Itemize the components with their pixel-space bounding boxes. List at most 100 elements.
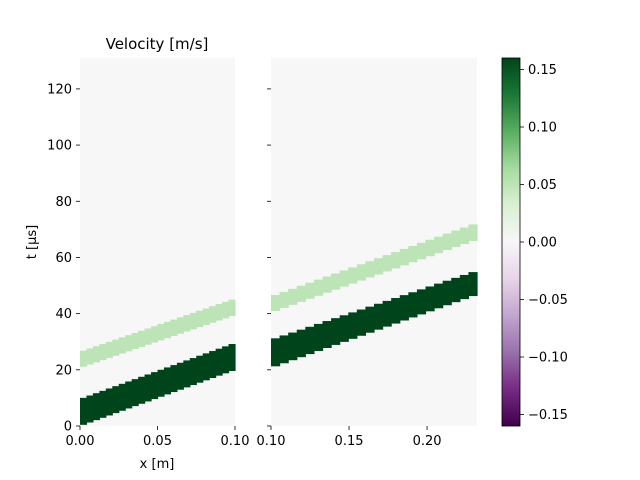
band-cell [118, 383, 126, 411]
band-cell [271, 294, 281, 311]
band-cell [151, 372, 159, 400]
y-tick-label: 40 [55, 307, 72, 322]
y-tick-label: 60 [55, 251, 72, 266]
band-cell [222, 301, 230, 319]
panel-1: 0.00 0.05 0.10 0 20 40 60 80 100 120 [47, 58, 249, 449]
band-cell [296, 329, 306, 358]
band-cell [288, 332, 298, 361]
colorbar: −0.15 −0.10 −0.05 0.00 0.05 0.10 0.15 [501, 57, 568, 427]
band-cell [118, 337, 126, 354]
band-cell [356, 264, 367, 281]
band-cell [468, 272, 478, 297]
colorbar-tick-label: −0.15 [528, 408, 568, 423]
band-cell [228, 344, 236, 371]
band-cell [322, 321, 332, 348]
band-cell [305, 282, 315, 299]
band-cell [125, 381, 133, 409]
band-cell [339, 315, 349, 342]
band-cell [144, 328, 152, 345]
band-cell [99, 390, 107, 418]
band-1 [271, 272, 478, 367]
colorbar-tick-label: 0.00 [528, 236, 557, 251]
band-cell [399, 248, 409, 266]
band-cell [183, 315, 191, 332]
band-cell [271, 338, 281, 367]
colorbar-frame [501, 57, 521, 427]
band-cell [296, 285, 306, 302]
x-tick-label: 0.20 [413, 434, 442, 449]
y-tick-label: 20 [55, 363, 72, 378]
band-cell [365, 306, 375, 333]
band-2 [271, 224, 478, 311]
band-cell [416, 289, 427, 315]
band-cell [189, 312, 197, 330]
y-axis-label: t [μs] [25, 225, 40, 259]
colorbar-tick-label: 0.10 [528, 121, 557, 136]
band-cell [279, 335, 289, 364]
chart-title: Velocity [m/s] [106, 35, 209, 53]
heatmap-panels: 0.00 0.05 0.10 0 20 40 60 80 100 120 0.10 0.15 0.20 [47, 58, 478, 449]
x-tick-label: 0.10 [257, 434, 286, 449]
band-cell [288, 288, 298, 305]
band-cell [459, 227, 470, 245]
band-2 [80, 299, 236, 367]
band-cell [374, 258, 384, 275]
band-cell [305, 326, 315, 355]
y-tick-label: 100 [47, 139, 72, 154]
band-cell [442, 280, 452, 306]
band-cell [451, 277, 461, 303]
band-cell [170, 365, 178, 393]
x-tick-label: 0.05 [143, 434, 172, 449]
band-cell [131, 379, 139, 407]
band-cell [131, 332, 139, 350]
band-cell [112, 339, 120, 356]
band-cell [92, 346, 100, 363]
band-cell [215, 304, 223, 321]
band-cell [365, 261, 375, 278]
band-cell [170, 319, 178, 336]
band-cell [313, 323, 324, 352]
band-cell [382, 300, 392, 327]
y-tick-label: 120 [47, 82, 72, 97]
band-cell [434, 236, 444, 254]
band-cell [399, 295, 409, 321]
colorbar-tick-label: 0.05 [528, 178, 557, 193]
band-cell [202, 353, 210, 381]
x-axis-label: x [m] [140, 457, 175, 472]
band-cell [209, 351, 217, 379]
band-1 [80, 344, 236, 425]
band-cell [163, 321, 172, 339]
x-tick-label: 0.00 [66, 434, 95, 449]
band-cell [339, 270, 349, 287]
y-tick-label: 80 [55, 195, 72, 210]
band-cell [92, 393, 100, 421]
band-cell [451, 230, 461, 248]
band-cell [125, 335, 133, 352]
band-cell [322, 276, 332, 293]
band-cell [425, 239, 435, 257]
band-cell [215, 348, 223, 376]
band-cell [176, 317, 184, 334]
band-cell [99, 344, 107, 361]
band-cell [331, 273, 341, 290]
band-cell [391, 298, 401, 324]
band-cell [374, 303, 384, 330]
band-cell [434, 283, 444, 309]
band-cell [196, 355, 204, 383]
band-cell [356, 309, 367, 336]
band-cell [157, 369, 165, 397]
band-cell [468, 224, 478, 241]
band-cell [189, 358, 197, 386]
colorbar-gradient [502, 58, 520, 426]
band-cell [391, 252, 401, 269]
x-tick-label: 0.10 [221, 434, 250, 449]
colorbar-tick-label: 0.15 [528, 63, 557, 78]
band-cell [416, 242, 427, 260]
band-cell [80, 397, 88, 425]
band-cell [382, 255, 392, 272]
band-cell [228, 299, 236, 317]
panel-2: 0.10 0.15 0.20 [257, 58, 478, 449]
band-cell [209, 306, 217, 323]
band-cell [408, 245, 418, 263]
